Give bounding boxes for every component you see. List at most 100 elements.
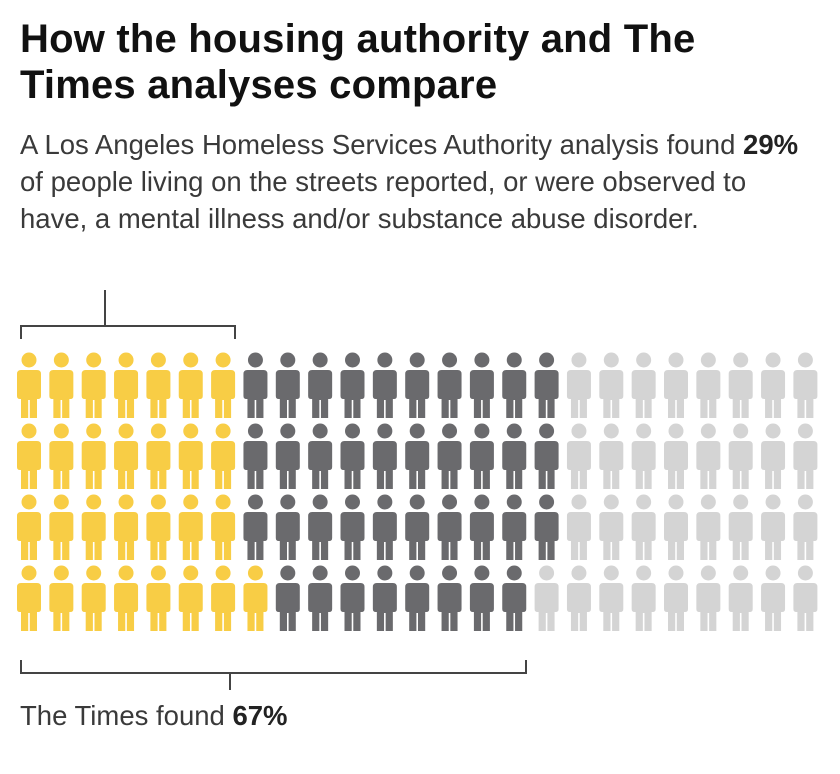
top-bracket-left-tick [20, 325, 22, 339]
person-icon [81, 565, 106, 631]
person-icon [146, 565, 171, 631]
person-icon [49, 494, 74, 560]
person-icon [114, 423, 139, 489]
bottom-bracket-stem [229, 672, 231, 690]
person-icon [696, 423, 721, 489]
person-icon [405, 423, 430, 489]
person-icon [17, 352, 41, 418]
chart-title: How the housing authority and The Times … [20, 17, 696, 107]
person-icon [275, 423, 300, 489]
person-icon [469, 565, 494, 631]
person-icon [793, 494, 818, 560]
person-icon [793, 352, 818, 418]
subtitle-text-1: A Los Angeles Homeless Services Authorit… [20, 129, 744, 160]
person-icon [534, 494, 559, 560]
person-icon [17, 565, 41, 631]
person-icon [728, 494, 753, 560]
subtitle-text-2: of people living on the streets reported… [20, 166, 747, 234]
person-icon [211, 494, 236, 560]
person-icon [566, 565, 591, 631]
bottom-bracket-left-tick [20, 660, 22, 674]
person-icon [275, 565, 300, 631]
person-icon [49, 352, 74, 418]
person-icon [761, 352, 786, 418]
person-icon [178, 423, 203, 489]
person-icon [437, 565, 462, 631]
person-icon [599, 423, 624, 489]
person-icon [631, 565, 656, 631]
person-icon [146, 352, 171, 418]
person-icon [340, 423, 365, 489]
person-icon [631, 494, 656, 560]
person-icon [793, 423, 818, 489]
person-icon [469, 423, 494, 489]
person-icon [534, 423, 559, 489]
person-icon [534, 565, 559, 631]
person-icon [146, 494, 171, 560]
person-icon [340, 494, 365, 560]
person-icon [372, 565, 397, 631]
person-icon [81, 494, 106, 560]
top-bracket-bar [20, 325, 236, 327]
person-icon [599, 494, 624, 560]
caption-text: The Times found [20, 700, 233, 731]
person-icon [566, 352, 591, 418]
person-icon [211, 352, 236, 418]
person-icon [696, 565, 721, 631]
person-icon [49, 565, 74, 631]
person-icon [211, 565, 236, 631]
person-icon [437, 423, 462, 489]
person-icon [502, 565, 527, 631]
caption-highlight: 67% [232, 700, 288, 731]
person-icon [372, 494, 397, 560]
person-icon [275, 352, 300, 418]
person-icon [340, 352, 365, 418]
person-icon [566, 423, 591, 489]
top-bracket-right-tick [234, 325, 236, 339]
person-icon [243, 565, 268, 631]
chart-subtitle: A Los Angeles Homeless Services Authorit… [20, 126, 820, 237]
person-icon [469, 352, 494, 418]
person-icon [469, 494, 494, 560]
person-icon [178, 494, 203, 560]
person-icon [761, 494, 786, 560]
person-icon [243, 494, 268, 560]
person-icon [114, 352, 139, 418]
person-icon [664, 352, 688, 418]
person-icon [308, 494, 333, 560]
top-bracket-stem [104, 290, 106, 326]
person-icon [372, 352, 397, 418]
person-icon [793, 565, 818, 631]
person-icon [664, 423, 688, 489]
person-icon [502, 423, 527, 489]
person-icon [696, 352, 721, 418]
person-icon [405, 352, 430, 418]
person-icon [728, 565, 753, 631]
person-icon [728, 423, 753, 489]
subtitle-highlight: 29% [743, 129, 799, 160]
person-icon [340, 565, 365, 631]
person-icon [308, 423, 333, 489]
person-icon [664, 565, 688, 631]
bottom-bracket-right-tick [525, 660, 527, 674]
person-icon [17, 423, 41, 489]
person-icon [566, 494, 591, 560]
person-icon [534, 352, 559, 418]
person-icon [502, 352, 527, 418]
person-icon [146, 423, 171, 489]
person-icon [308, 565, 333, 631]
person-icon [696, 494, 721, 560]
person-icon [243, 423, 268, 489]
bottom-bracket-bar [20, 672, 527, 674]
caption: The Times found 67% [20, 700, 288, 732]
person-icon [275, 494, 300, 560]
person-icon [405, 565, 430, 631]
person-icon [81, 423, 106, 489]
person-icon [372, 423, 397, 489]
person-icon [437, 352, 462, 418]
person-icon [308, 352, 333, 418]
person-icon [405, 494, 430, 560]
person-icon [502, 494, 527, 560]
